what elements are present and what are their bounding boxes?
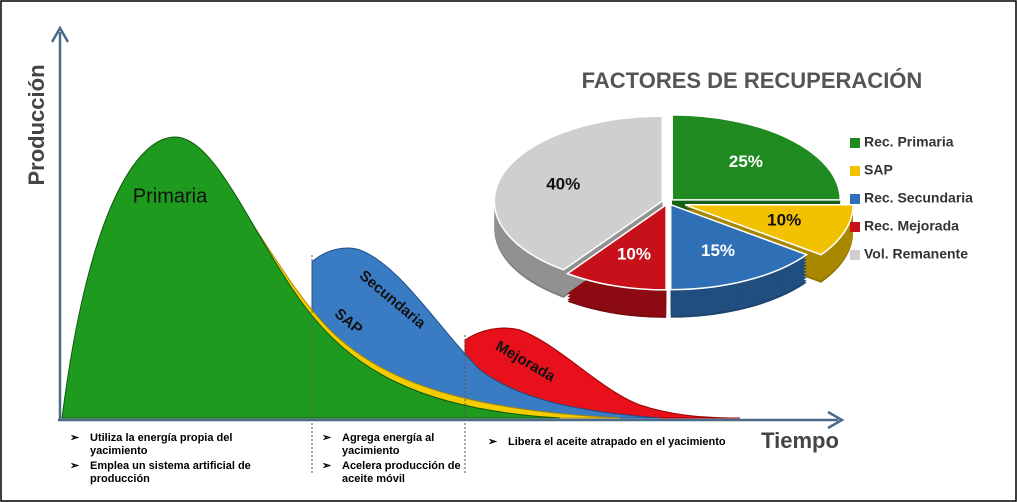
pie-slice bbox=[493, 115, 664, 271]
chart-title: FACTORES DE RECUPERACIÓN bbox=[582, 68, 923, 93]
legend-swatch bbox=[850, 222, 860, 232]
legend-label: SAP bbox=[864, 162, 893, 178]
data-label: 15% bbox=[701, 241, 735, 260]
notes: Agrega energía al yacimiento Acelera pro… bbox=[322, 432, 462, 488]
pie-slice bbox=[669, 203, 809, 291]
notes: Utiliza la energía propia del yacimiento… bbox=[70, 432, 290, 488]
legend-swatch bbox=[850, 250, 860, 260]
legend-label: Rec. Secundaria bbox=[864, 190, 973, 206]
legend-label: Rec. Mejorada bbox=[864, 218, 959, 234]
pie-slice bbox=[671, 114, 841, 201]
region-label: Primaria bbox=[133, 185, 208, 207]
note: Acelera producción de aceite móvil bbox=[322, 460, 462, 486]
note: Utiliza la energía propia del yacimiento bbox=[70, 432, 290, 458]
arrow bbox=[827, 410, 845, 430]
legend-swatch bbox=[850, 166, 860, 176]
data-label: 40% bbox=[546, 174, 580, 193]
data-label: 10% bbox=[617, 244, 651, 263]
note: Agrega energía al yacimiento bbox=[322, 432, 462, 458]
legend-swatch bbox=[850, 194, 860, 204]
arrow bbox=[50, 25, 70, 43]
legend-label: Rec. Primaria bbox=[864, 134, 954, 150]
pie-slice bbox=[684, 204, 854, 256]
legend-swatch bbox=[850, 138, 860, 148]
note: Emplea un sistema artificial de producci… bbox=[70, 460, 290, 486]
x-axis-label: Tiempo bbox=[761, 428, 839, 453]
pie-slice bbox=[565, 203, 667, 291]
legend-label: Vol. Remanente bbox=[864, 246, 968, 262]
data-label: 25% bbox=[729, 152, 763, 171]
note: Libera el aceite atrapado en el yacimien… bbox=[488, 436, 728, 449]
data-label: 10% bbox=[767, 211, 801, 230]
notes: Libera el aceite atrapado en el yacimien… bbox=[488, 436, 728, 451]
y-axis-label: Producción bbox=[24, 64, 49, 185]
primaria-area bbox=[61, 136, 561, 419]
